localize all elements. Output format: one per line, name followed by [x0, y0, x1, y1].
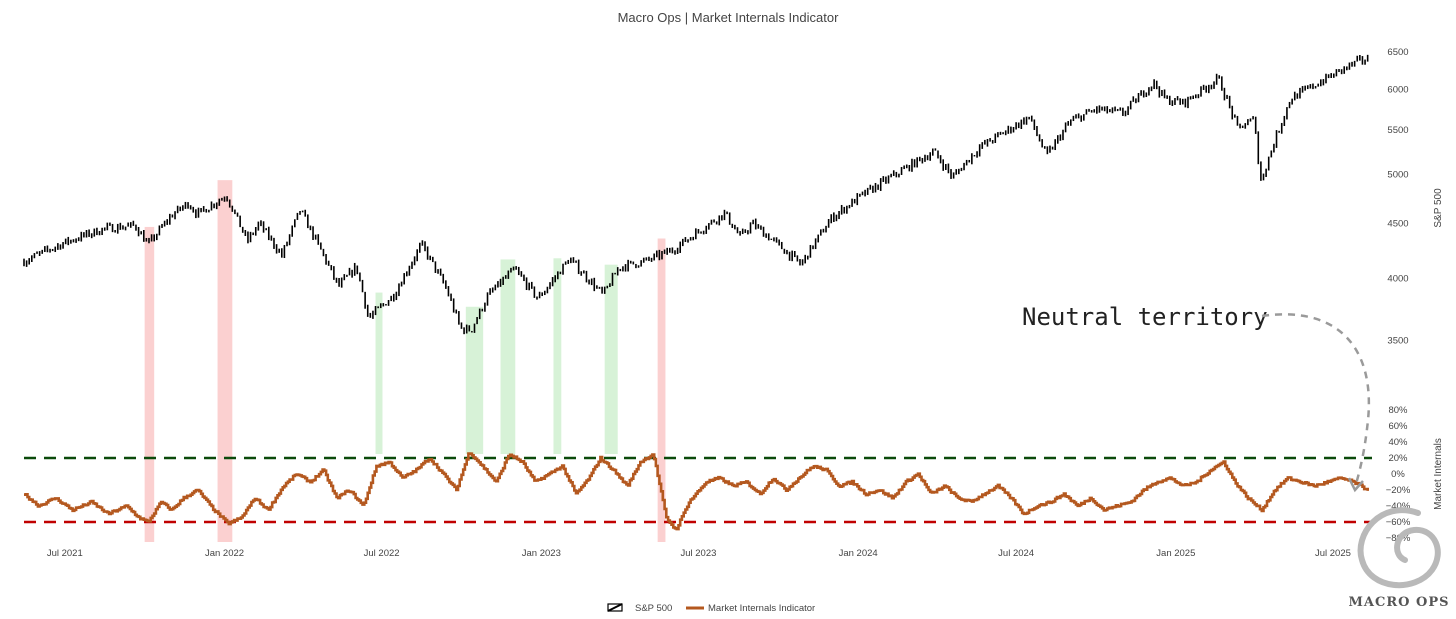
x-axis-ticks: Jul 2021 Jan 2022 Jul 2022 Jan 2023 Jul 2023…	[47, 548, 1351, 559]
internals-tick-label: −40%	[1386, 501, 1411, 512]
internals-tick-label: 80%	[1388, 405, 1408, 416]
shaded-period-green	[465, 306, 484, 454]
shaded-period-green	[553, 258, 562, 454]
legend-label-sp500: S&P 500	[635, 603, 672, 614]
legend: S&P 500 Market Internals Indicator	[607, 603, 815, 614]
x-tick-label: Jan 2025	[1156, 548, 1195, 559]
logo-swirl-icon	[1357, 507, 1441, 589]
x-tick-label: Jan 2024	[839, 548, 878, 559]
shaded-periods	[144, 180, 666, 543]
price-tick-label: 4500	[1387, 218, 1408, 229]
shaded-period-red	[144, 226, 155, 543]
sp500-series	[23, 54, 1369, 335]
shaded-period-red	[217, 180, 233, 542]
reference-lines	[24, 456, 1372, 524]
legend-item-sp500[interactable]: S&P 500	[607, 603, 672, 614]
x-tick-label: Jul 2025	[1315, 548, 1351, 559]
internals-series	[24, 452, 1369, 531]
x-tick-label: Jul 2024	[998, 548, 1034, 559]
annotation-text: Neutral territory	[1022, 303, 1268, 331]
internals-axis-ticks: 80%60%40%20%0%−20%−40%−60%−80%	[1386, 405, 1411, 544]
price-tick-label: 6000	[1387, 84, 1408, 95]
shaded-period-green	[500, 259, 516, 454]
logo-text: MACRO OPS	[1349, 595, 1450, 610]
x-tick-label: Jul 2021	[47, 548, 83, 559]
internals-tick-label: 20%	[1388, 453, 1408, 464]
x-tick-label: Jul 2022	[364, 548, 400, 559]
internals-axis-title: Market Internals	[1433, 438, 1444, 510]
legend-swatch-sp500-mark	[607, 603, 623, 612]
shaded-period-red	[657, 238, 666, 542]
annotation-arrow	[1261, 313, 1371, 485]
price-axis-title: S&P 500	[1433, 188, 1444, 228]
x-tick-label: Jan 2022	[205, 548, 244, 559]
price-tick-label: 6500	[1387, 47, 1408, 58]
chart-title: Macro Ops | Market Internals Indicator	[618, 10, 840, 25]
price-axis-ticks: 3500 4000 4500 5000 5500 6000 6500	[1387, 47, 1408, 346]
internals-tick-label: 60%	[1388, 421, 1408, 432]
shaded-period-green	[375, 292, 383, 454]
internals-tick-label: 40%	[1388, 437, 1408, 448]
internals-tick-label: −20%	[1386, 485, 1411, 496]
macro-ops-logo: MACRO OPS	[1349, 507, 1450, 610]
legend-item-internals[interactable]: Market Internals Indicator	[686, 603, 815, 614]
x-tick-label: Jul 2023	[680, 548, 716, 559]
annotation: Neutral territory	[1022, 303, 1371, 493]
internals-line	[24, 452, 1369, 531]
internals-tick-label: −60%	[1386, 517, 1411, 528]
price-tick-label: 5500	[1387, 125, 1408, 136]
annotation-arrow-head	[1347, 477, 1364, 493]
x-tick-label: Jan 2023	[522, 548, 561, 559]
price-tick-label: 5000	[1387, 169, 1408, 180]
price-tick-label: 3500	[1387, 336, 1408, 347]
price-tick-label: 4000	[1387, 273, 1408, 284]
legend-label-internals: Market Internals Indicator	[708, 603, 815, 614]
shaded-period-green	[604, 264, 618, 454]
internals-tick-label: 0%	[1391, 469, 1405, 480]
